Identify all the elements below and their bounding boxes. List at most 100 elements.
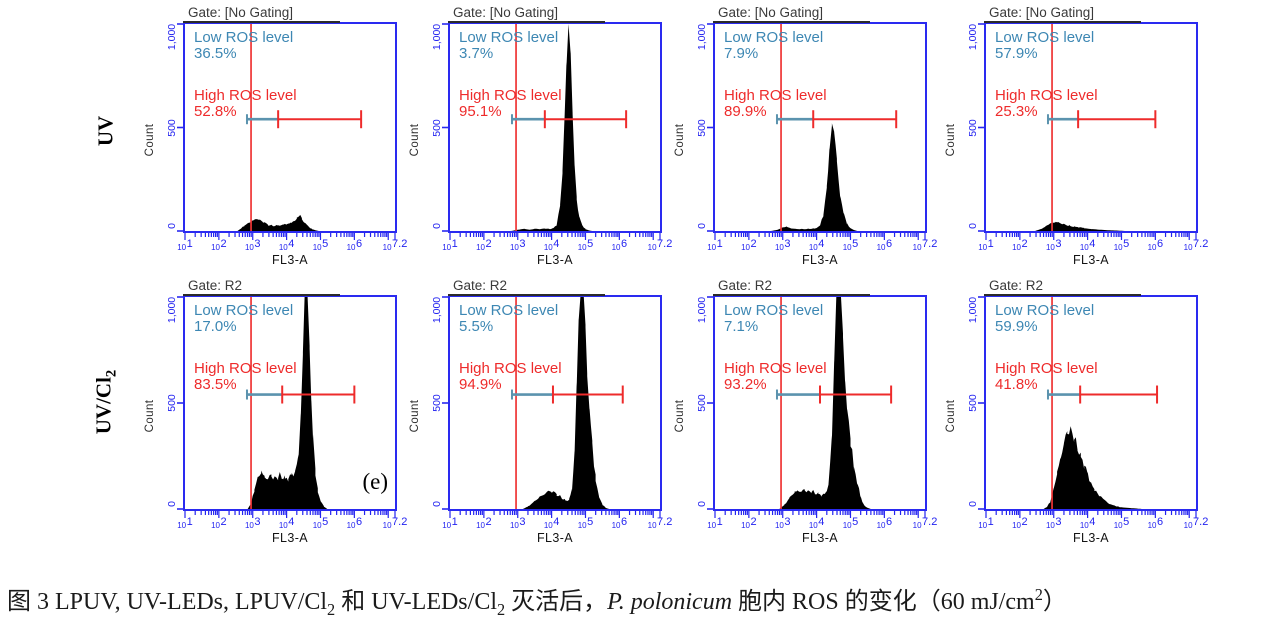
- x-tick-label: 104: [808, 238, 825, 252]
- x-tick-labels: 101 102 103 104 105 106 107.2: [978, 237, 1208, 252]
- gate-label: Gate: R2: [984, 278, 1141, 296]
- x-axis-title: FL3-A: [536, 253, 574, 267]
- x-tick-label: 101: [978, 238, 994, 252]
- x-tick-label: 105: [577, 238, 594, 252]
- x-tick-label: 107.2: [647, 516, 673, 530]
- gate-label: Gate: [No Gating]: [984, 5, 1141, 23]
- gate-label: Gate: [No Gating]: [183, 5, 340, 23]
- high-ros-label: High ROS level: [459, 87, 562, 104]
- histogram-shape: [1043, 426, 1142, 509]
- y-tick-label: 500: [166, 394, 178, 412]
- high-ros-value: 52.8%: [194, 103, 237, 120]
- x-tick-label: 106: [346, 238, 363, 252]
- high-ros-label: High ROS level: [194, 360, 297, 377]
- x-tick-label: 106: [611, 238, 628, 252]
- ros-range-marker: [245, 385, 356, 404]
- x-tick-label: 106: [346, 516, 363, 530]
- high-ros-label: High ROS level: [995, 360, 1098, 377]
- x-tick-labels: 101 102 103 104 105 106 107.2: [707, 515, 937, 530]
- x-tick-label: 102: [476, 238, 492, 252]
- y-axis-title: Count: [945, 123, 957, 157]
- histogram-canvas: [442, 23, 661, 240]
- x-tick-labels: 101 102 103 104 105 106 107.2: [707, 237, 937, 252]
- low-ros-annotation: Low ROS level 57.9%: [995, 30, 1094, 62]
- x-tick-labels: 101 102 103 104 105 106 107.2: [442, 237, 672, 252]
- y-tick-label: 1,000: [696, 296, 708, 324]
- x-tick-label: 103: [509, 238, 526, 252]
- x-tick-label: 106: [1147, 516, 1164, 530]
- y-tick-label: 500: [166, 118, 178, 137]
- high-ros-annotation: High ROS level 41.8%: [995, 361, 1098, 393]
- x-tick-labels: 101 102 103 104 105 106 107.2: [978, 515, 1208, 530]
- y-tick-label: 500: [696, 394, 708, 412]
- histogram-shape: [1035, 221, 1125, 231]
- x-tick-label: 101: [707, 238, 723, 252]
- x-tick-label: 105: [577, 516, 594, 530]
- high-ros-label: High ROS level: [194, 87, 297, 104]
- histogram-canvas: [978, 296, 1197, 518]
- x-tick-label: 101: [177, 238, 193, 252]
- histogram-canvas: [978, 23, 1197, 240]
- low-ros-label: Low ROS level: [995, 29, 1095, 46]
- x-tick-label: 105: [312, 516, 329, 530]
- y-axis-ticks: [442, 296, 449, 510]
- x-tick-label: 103: [774, 516, 791, 530]
- high-ros-value: 89.9%: [724, 103, 767, 120]
- y-tick-label: 500: [431, 394, 443, 412]
- high-ros-annotation: High ROS level 95.1%: [459, 88, 562, 120]
- ros-range-marker: [510, 385, 624, 404]
- x-axis-title: FL3-A: [271, 253, 309, 267]
- x-tick-label: 101: [442, 516, 458, 530]
- y-tick-label: 1,000: [696, 23, 708, 51]
- x-tick-label: 101: [177, 516, 193, 530]
- ros-range-marker: [510, 110, 628, 129]
- y-tick-label: 1,000: [431, 296, 443, 324]
- x-axis-ticks: [449, 233, 661, 240]
- histogram-canvas: [177, 23, 396, 240]
- histogram-shape: [247, 297, 328, 509]
- y-axis-ticks: [177, 23, 184, 232]
- y-tick-label: 0: [696, 501, 708, 507]
- y-tick-label: 0: [166, 501, 178, 507]
- histogram-shape: [511, 24, 593, 231]
- x-axis-ticks: [449, 511, 661, 518]
- ros-range-marker: [1046, 385, 1159, 404]
- x-tick-label: 104: [543, 516, 560, 530]
- high-ros-value: 95.1%: [459, 103, 502, 120]
- x-tick-label: 102: [741, 516, 757, 530]
- gate-label: Gate: [No Gating]: [448, 5, 605, 23]
- low-ros-annotation: Low ROS level 17.0%: [194, 303, 293, 335]
- x-tick-label: 105: [842, 516, 859, 530]
- y-axis-ticks: [177, 296, 184, 510]
- y-tick-label: 0: [431, 223, 443, 229]
- x-tick-label: 106: [611, 516, 628, 530]
- y-axis-ticks: [978, 23, 985, 232]
- ros-range-marker: [775, 110, 898, 129]
- x-tick-label: 102: [741, 238, 757, 252]
- low-ros-annotation: Low ROS level 3.7%: [459, 30, 558, 62]
- x-tick-label: 104: [278, 238, 295, 252]
- low-ros-value: 7.9%: [724, 45, 759, 62]
- low-ros-label: Low ROS level: [724, 302, 824, 319]
- x-axis-title: FL3-A: [801, 531, 839, 545]
- y-tick-label: 0: [696, 223, 708, 229]
- y-tick-label: 1,000: [166, 296, 178, 324]
- y-axis-title: Count: [674, 399, 686, 433]
- x-axis-ticks: [184, 233, 396, 240]
- histogram-canvas: [442, 296, 661, 518]
- x-axis-ticks: [184, 511, 396, 518]
- y-tick-label: 0: [431, 501, 443, 507]
- gate-label: Gate: [No Gating]: [713, 5, 870, 23]
- low-ros-value: 3.7%: [459, 45, 494, 62]
- y-tick-label: 500: [431, 118, 443, 137]
- y-tick-label: 1,000: [166, 23, 178, 51]
- x-tick-label: 103: [774, 238, 791, 252]
- x-tick-label: 105: [1113, 516, 1130, 530]
- low-ros-annotation: Low ROS level 59.9%: [995, 303, 1094, 335]
- histogram-shape: [522, 297, 610, 509]
- y-axis-title: Count: [945, 399, 957, 433]
- high-ros-annotation: High ROS level 52.8%: [194, 88, 297, 120]
- x-tick-label: 107.2: [912, 238, 938, 252]
- high-ros-label: High ROS level: [459, 360, 562, 377]
